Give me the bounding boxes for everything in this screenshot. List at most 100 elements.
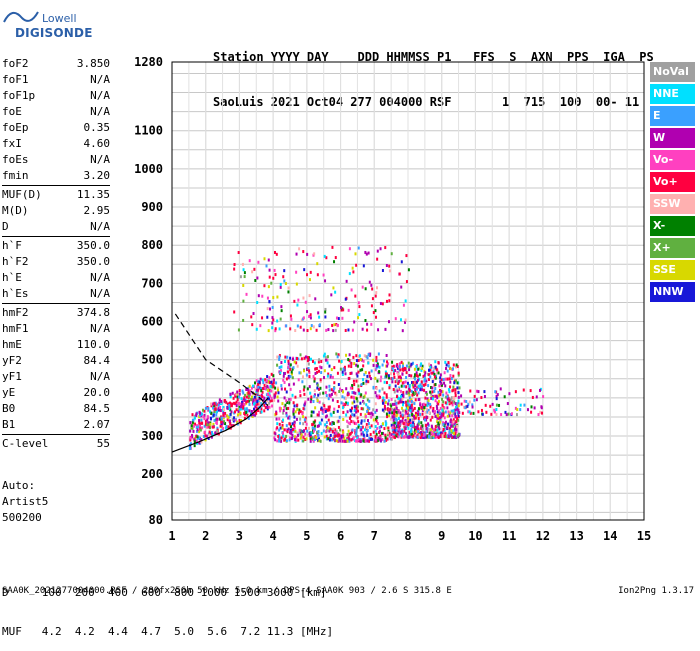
echo-point [417, 434, 420, 438]
echo-point [290, 317, 293, 321]
param-value: 55 [96, 437, 110, 450]
echo-point [338, 415, 341, 419]
echo-point [385, 353, 388, 357]
echo-point [376, 286, 379, 290]
echo-point [234, 394, 237, 398]
echo-point [219, 405, 222, 409]
echo-point [341, 434, 344, 438]
echo-point [454, 391, 457, 395]
echo-point [408, 389, 411, 393]
echo-point [284, 355, 287, 359]
echo-point [420, 425, 423, 429]
echo-point [367, 411, 370, 415]
echo-point [358, 313, 361, 317]
echo-point [308, 294, 311, 298]
echo-point [410, 403, 413, 407]
echo-point [495, 403, 498, 407]
echo-point [411, 431, 414, 435]
echo-point [215, 410, 218, 414]
echo-point [207, 416, 210, 420]
echo-point [237, 401, 240, 405]
echo-point [317, 438, 320, 442]
echo-point [286, 370, 289, 374]
echo-point [416, 386, 419, 390]
echo-point [278, 355, 281, 359]
echo-point [190, 424, 193, 428]
echo-point [276, 319, 279, 323]
echo-point [276, 355, 279, 359]
echo-point [347, 377, 350, 381]
echo-point [417, 410, 420, 414]
echo-point [405, 434, 408, 438]
echo-point [323, 369, 326, 373]
echo-point [405, 422, 408, 426]
echo-point [421, 434, 424, 438]
echo-point [412, 361, 415, 365]
echo-point [393, 422, 396, 426]
echo-point [315, 367, 318, 371]
echo-point [396, 389, 399, 393]
echo-point [265, 379, 268, 383]
echo-point [375, 315, 378, 319]
echo-point [414, 377, 417, 381]
echo-point [398, 432, 401, 436]
echo-point [387, 408, 390, 412]
echo-point [330, 293, 333, 297]
echo-point [362, 378, 365, 382]
echo-point [245, 387, 248, 391]
echo-point [453, 412, 456, 416]
echo-point [300, 318, 303, 322]
echo-point [220, 400, 223, 404]
echo-point [383, 399, 386, 403]
echo-point [332, 421, 335, 425]
file-info-bar: SAA0K_2021277004000.RSF / 280fx256h 50 k… [2, 586, 698, 597]
echo-point [380, 425, 383, 429]
echo-point [449, 434, 452, 438]
legend-item-e: E [650, 106, 695, 126]
echo-point [457, 373, 460, 377]
echo-point [347, 358, 350, 362]
echo-point [451, 430, 454, 434]
echo-point [263, 284, 266, 288]
echo-point [222, 407, 225, 411]
echo-point [285, 390, 288, 394]
echo-point [428, 411, 431, 415]
echo-point [408, 388, 411, 392]
echo-point [402, 303, 405, 307]
echo-point [404, 299, 407, 303]
echo-point [457, 432, 460, 436]
echo-point [220, 429, 223, 433]
echo-point [365, 423, 368, 427]
echo-point [370, 415, 373, 419]
echo-point [254, 381, 257, 385]
echo-point [375, 359, 378, 363]
echo-point [216, 429, 219, 433]
echo-point [351, 386, 354, 390]
echo-point [278, 439, 281, 443]
echo-point [309, 437, 312, 441]
echo-point [293, 404, 296, 408]
echo-point [385, 381, 388, 385]
echo-point [332, 389, 335, 393]
param-row-b1: B1 2.07 [2, 417, 110, 433]
echo-point [289, 425, 292, 429]
echo-point [457, 395, 460, 399]
echo-point [350, 288, 353, 292]
echo-point [355, 379, 358, 383]
echo-point [314, 435, 317, 439]
echo-point [417, 367, 420, 371]
echo-point [280, 365, 283, 369]
echo-point [475, 398, 478, 402]
echo-point [424, 396, 427, 400]
echo-point [457, 404, 460, 408]
echo-point [370, 424, 373, 428]
echo-point [416, 412, 419, 416]
echo-point [324, 358, 327, 362]
echo-point [393, 430, 396, 434]
echo-point [447, 435, 450, 439]
echo-point [268, 401, 271, 405]
echo-point [201, 408, 204, 412]
echo-point [254, 393, 257, 397]
echo-point [403, 384, 406, 388]
echo-point [431, 436, 434, 440]
